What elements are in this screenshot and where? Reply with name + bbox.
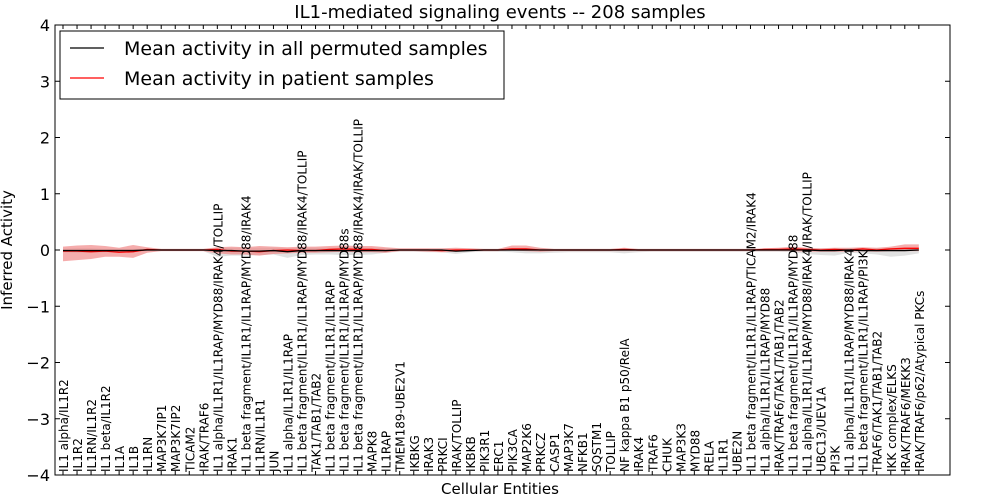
x-tick-label: UBC13/UEV1A — [815, 386, 829, 472]
plot-frame — [54, 24, 951, 476]
y-axis: −4 −3 −2 −1 0 1 2 3 4 — [26, 16, 950, 485]
x-tick-label: PI3K — [829, 445, 843, 472]
x-tick-label: NF kappa B1 p50/RelA — [618, 338, 632, 472]
x-tick-label: IL1 beta fragment/IL1R1/IL1RAP/MYD88/IRA… — [352, 119, 366, 472]
y-tick-label: −2 — [26, 354, 50, 373]
x-tick-label: IL1 beta/IL1R2 — [99, 385, 113, 472]
y-tick-label: 2 — [40, 129, 50, 148]
x-tick-label: MAP2K6 — [520, 423, 534, 472]
x-tick-label: RELA — [702, 440, 716, 472]
x-tick-label: IL1RN/IL1R2 — [85, 399, 99, 472]
x-tick-label: IL1 alpha/IL1R2 — [57, 379, 71, 472]
x-tick-label: IRAK1 — [225, 437, 239, 472]
x-tick-label: IL1R2 — [71, 438, 85, 472]
x-tick-label: MAP3K7IP2 — [169, 405, 183, 472]
x-tick-label: CHUK — [660, 437, 674, 472]
x-tick-label: IKBKG — [408, 435, 422, 472]
x-tick-label: IL1 beta fragment/IL1R1/IL1RAP/TICAM2/IR… — [744, 192, 758, 472]
x-tick-label: IRAK/TRAF6 — [197, 403, 211, 472]
x-tick-label: IL1 alpha/IL1R1/IL1RAP/MYD88/IRAK4/TOLLI… — [211, 204, 225, 472]
x-tick-label: IRAK/TRAF6/TAK1/TAB1/TAB2 — [773, 299, 787, 472]
x-tick-label: TOLLIP — [604, 431, 618, 473]
x-tick-label: MYD88 — [688, 430, 702, 472]
x-tick-label: IL1RN/IL1R1 — [253, 399, 267, 472]
y-tick-label: −3 — [26, 410, 50, 429]
x-tick-label: IL1 beta fragment/IL1R1/IL1RAP/MYD88s — [338, 228, 352, 472]
x-tick-label: TICAM2 — [183, 427, 197, 473]
legend: Mean activity in all permuted samples Me… — [59, 30, 505, 100]
x-tick-label: TMEM189-UBE2V1 — [394, 361, 408, 473]
x-tick-label: MAP3K7IP1 — [155, 405, 169, 472]
x-tick-label: IRAK/TRAF6/p62/Atypical PKCs — [913, 291, 927, 472]
x-tick-label: IL1 alpha/IL1R1/IL1RAP/MYD88/IRAK4 — [843, 249, 857, 472]
x-tick-label: IKBKB — [464, 436, 478, 472]
x-axis-label: Cellular Entities — [441, 480, 559, 498]
x-tick-label: IRAK4 — [632, 437, 646, 472]
series-lines — [63, 247, 919, 253]
x-tick-label: PRKCI — [436, 437, 450, 472]
x-tick-label: IL1 alpha/IL1R1/IL1RAP/MYD88/IRAK4/IRAK/… — [801, 172, 815, 472]
x-tick-label: TAK1/TAB1/TAB2 — [310, 373, 324, 473]
x-tick-label: PIK3R1 — [478, 430, 492, 472]
y-tick-label: 1 — [40, 185, 50, 204]
x-tick-label: MAP3K7 — [562, 423, 576, 472]
x-tick-label: IL1B — [127, 446, 141, 472]
x-tick-label: SQSTM1 — [590, 422, 604, 472]
line-permuted — [63, 249, 919, 253]
x-tick-label: TRAF6/TAK1/TAB1/TAB2 — [871, 331, 885, 473]
x-tick-label: IL1RN — [141, 437, 155, 472]
x-tick-label: IL1 beta fragment/IL1R1/IL1RAP/MYD88/IRA… — [296, 151, 310, 472]
x-tick-label: IL1RAP — [380, 431, 394, 472]
x-tick-label: IRAK3 — [422, 437, 436, 472]
x-tick-label: TRAF6 — [646, 434, 660, 473]
legend-box — [59, 30, 505, 100]
x-tick-label: JUN — [267, 451, 281, 473]
x-tick-label: IL1A — [113, 445, 127, 472]
x-tick-label: PRKCZ — [534, 433, 548, 472]
x-tick-label: IL1 beta fragment/IL1R1/IL1RAP/PI3K — [857, 249, 871, 472]
x-tick-label: IL1 alpha/IL1R1/IL1RAP/MYD88 — [759, 288, 773, 472]
y-tick-label: 0 — [40, 241, 50, 260]
chart-title: IL1-mediated signaling events -- 208 sam… — [294, 2, 705, 23]
x-tick-label: MAP3K3 — [674, 423, 688, 472]
y-tick-label: −1 — [26, 297, 50, 316]
x-tick-label: IL1 beta fragment/IL1R1/IL1RAP/MYD88 — [787, 235, 801, 472]
legend-label-patient: Mean activity in patient samples — [124, 68, 434, 90]
y-tick-label: 4 — [40, 16, 50, 35]
y-tick-label: 3 — [40, 72, 50, 91]
x-axis: IL1 alpha/IL1R2 IL1R2 IL1RN/IL1R2 IL1 beta/… — [57, 25, 927, 475]
x-tick-label: CASP1 — [548, 433, 562, 472]
x-tick-label: PIK3CA — [506, 428, 520, 472]
x-tick-label: IL1 beta fragment/IL1R1/IL1RAP/MYD88/IRA… — [239, 195, 253, 472]
x-tick-label: NFKB1 — [576, 432, 590, 472]
y-axis-label: Inferred Activity — [0, 190, 16, 310]
y-tick-label: −4 — [26, 466, 50, 485]
band-patient — [63, 244, 919, 262]
x-tick-label: MAPK8 — [366, 431, 380, 472]
x-tick-label: IL1R1 — [716, 438, 730, 472]
x-tick-label: IRAK/TOLLIP — [450, 400, 464, 472]
x-tick-label: ERC1 — [492, 441, 506, 472]
legend-label-permuted: Mean activity in all permuted samples — [124, 38, 487, 60]
x-tick-label: IRAK/TRAF6/MEKK3 — [899, 357, 913, 472]
x-tick-label: IL1 alpha/IL1R1/IL1RAP — [281, 334, 295, 472]
x-tick-label: IKK complex/ELKS — [885, 364, 899, 472]
x-tick-label: UBE2N — [730, 431, 744, 472]
x-tick-label: IL1 beta fragment/IL1R1/IL1RAP — [324, 281, 338, 472]
